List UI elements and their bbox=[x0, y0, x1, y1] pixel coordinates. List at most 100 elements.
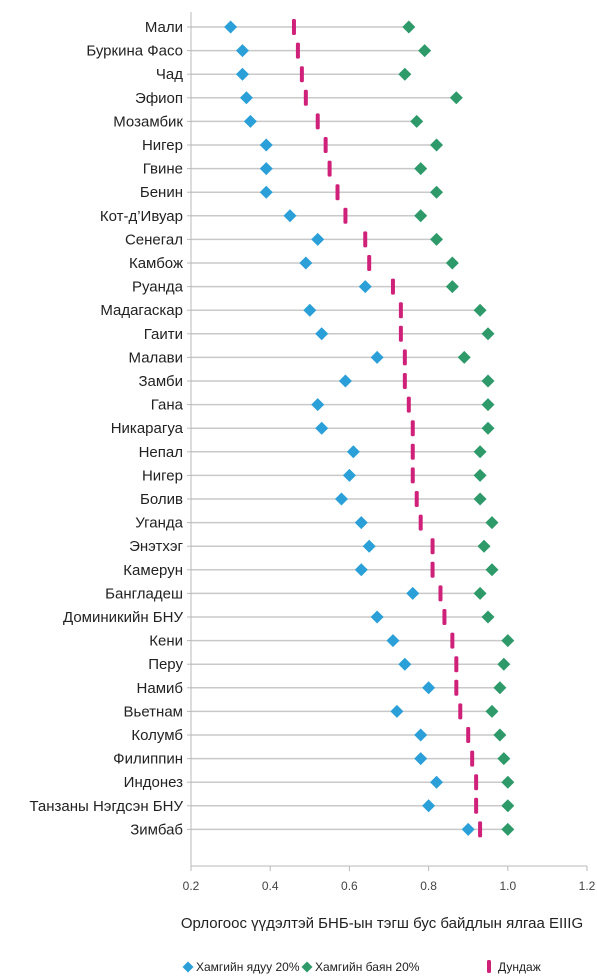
average-marker bbox=[323, 137, 328, 153]
poorest-20-marker bbox=[259, 138, 273, 152]
category-label: Гана bbox=[151, 397, 184, 414]
richest-20-marker bbox=[481, 398, 495, 412]
category-label: Вьетнам bbox=[124, 703, 183, 720]
poorest-20-marker bbox=[461, 822, 475, 836]
average-marker bbox=[466, 727, 471, 743]
poorest-20-marker bbox=[315, 421, 329, 435]
average-marker bbox=[363, 231, 368, 248]
category-label: Индонез bbox=[124, 774, 183, 791]
richest-20-marker bbox=[477, 539, 491, 553]
poorest-20-marker bbox=[370, 610, 384, 624]
richest-20-marker bbox=[430, 232, 444, 246]
average-marker bbox=[367, 255, 372, 271]
x-tick-label: 0.6 bbox=[341, 879, 358, 893]
x-tick-label: 0.2 bbox=[183, 879, 200, 893]
richest-20-marker bbox=[481, 327, 495, 341]
poorest-20-marker bbox=[338, 374, 352, 388]
richest-20-marker bbox=[398, 67, 412, 81]
poorest-20-marker bbox=[235, 44, 249, 58]
category-label: Буркина Фасо bbox=[86, 43, 183, 60]
richest-20-marker bbox=[497, 752, 511, 766]
category-label: Болив bbox=[140, 491, 183, 508]
richest-20-marker bbox=[473, 468, 487, 482]
poorest-20-marker bbox=[362, 539, 376, 553]
category-label: Гаити bbox=[144, 326, 183, 343]
legend-diamond-swatch bbox=[182, 961, 194, 973]
poorest-20-marker bbox=[315, 327, 329, 341]
category-label: Филиппин bbox=[113, 751, 183, 768]
x-tick-label: 1.2 bbox=[579, 879, 596, 893]
legend-diamond-swatch bbox=[301, 961, 313, 973]
poorest-20-marker bbox=[390, 704, 404, 718]
average-marker bbox=[430, 561, 435, 578]
richest-20-marker bbox=[493, 681, 507, 695]
category-label: Кени bbox=[149, 633, 183, 650]
category-label: Эфиоп bbox=[135, 90, 183, 107]
richest-20-marker bbox=[485, 563, 499, 577]
poorest-20-marker bbox=[430, 775, 444, 789]
category-label: Уганда bbox=[135, 515, 183, 532]
legend-poorest-20: Хамгийн ядуу 20% bbox=[182, 960, 300, 974]
average-marker bbox=[299, 66, 304, 83]
category-label: Замби bbox=[138, 373, 183, 390]
poorest-20-marker bbox=[303, 303, 317, 317]
average-marker bbox=[474, 774, 479, 791]
poorest-20-marker bbox=[311, 398, 325, 412]
richest-20-marker bbox=[485, 704, 499, 718]
richest-20-marker bbox=[501, 799, 515, 813]
poorest-20-marker bbox=[235, 67, 249, 81]
poorest-20-marker bbox=[370, 350, 384, 364]
richest-20-marker bbox=[430, 138, 444, 152]
richest-20-marker bbox=[501, 634, 515, 648]
average-marker bbox=[418, 514, 423, 531]
richest-20-marker bbox=[473, 303, 487, 317]
richest-20-marker bbox=[430, 185, 444, 199]
category-label: Танзаны Нэгдсэн БНУ bbox=[29, 798, 183, 815]
poorest-20-marker bbox=[346, 445, 360, 459]
average-marker bbox=[335, 184, 340, 201]
category-label: Нигер bbox=[142, 467, 183, 484]
richest-20-marker bbox=[501, 775, 515, 789]
x-tick-label: 0.4 bbox=[262, 879, 279, 893]
poorest-20-marker bbox=[354, 516, 368, 530]
poorest-20-marker bbox=[311, 232, 325, 246]
richest-20-marker bbox=[445, 256, 459, 270]
average-marker bbox=[410, 443, 415, 460]
average-marker bbox=[474, 797, 479, 814]
legend: Хамгийн ядуу 20% Хамгийн баян 20% Дундаж bbox=[182, 960, 541, 974]
poorest-20-marker bbox=[243, 114, 257, 128]
category-label: Малави bbox=[129, 349, 183, 366]
x-ticks: 0.2 0.4 0.6 0.8 1.0 1.2 bbox=[183, 866, 596, 893]
category-labels: Мали Буркина Фасо Чад Эфиоп Мозамбик Нигер Гви… bbox=[29, 19, 183, 838]
average-marker bbox=[295, 42, 300, 59]
data-marks bbox=[224, 19, 515, 838]
average-marker bbox=[410, 467, 415, 484]
legend-label: Хамгийн ядуу 20% bbox=[196, 960, 300, 974]
average-marker bbox=[390, 278, 395, 295]
range-connectors bbox=[187, 26, 508, 831]
richest-20-marker bbox=[410, 114, 424, 128]
poorest-20-marker bbox=[283, 209, 297, 223]
category-label: Колумб bbox=[131, 727, 183, 744]
average-marker bbox=[454, 679, 459, 696]
category-label: Никарагуа bbox=[111, 420, 184, 437]
richest-20-marker bbox=[501, 822, 515, 836]
average-marker bbox=[414, 491, 419, 507]
average-marker bbox=[343, 207, 348, 224]
poorest-20-marker bbox=[299, 256, 313, 270]
poorest-20-marker bbox=[414, 728, 428, 742]
poorest-20-marker bbox=[422, 799, 436, 813]
category-label: Зимбаб bbox=[130, 821, 183, 838]
poorest-20-marker bbox=[354, 563, 368, 577]
richest-20-marker bbox=[497, 657, 511, 671]
category-label: Бангладеш bbox=[105, 585, 183, 602]
richest-20-marker bbox=[473, 445, 487, 459]
category-label: Мозамбик bbox=[113, 113, 183, 130]
category-label: Непал bbox=[139, 444, 183, 461]
poorest-20-marker bbox=[422, 681, 436, 695]
richest-20-marker bbox=[473, 586, 487, 600]
richest-20-marker bbox=[481, 610, 495, 624]
average-marker bbox=[291, 19, 296, 35]
average-marker bbox=[470, 750, 475, 767]
